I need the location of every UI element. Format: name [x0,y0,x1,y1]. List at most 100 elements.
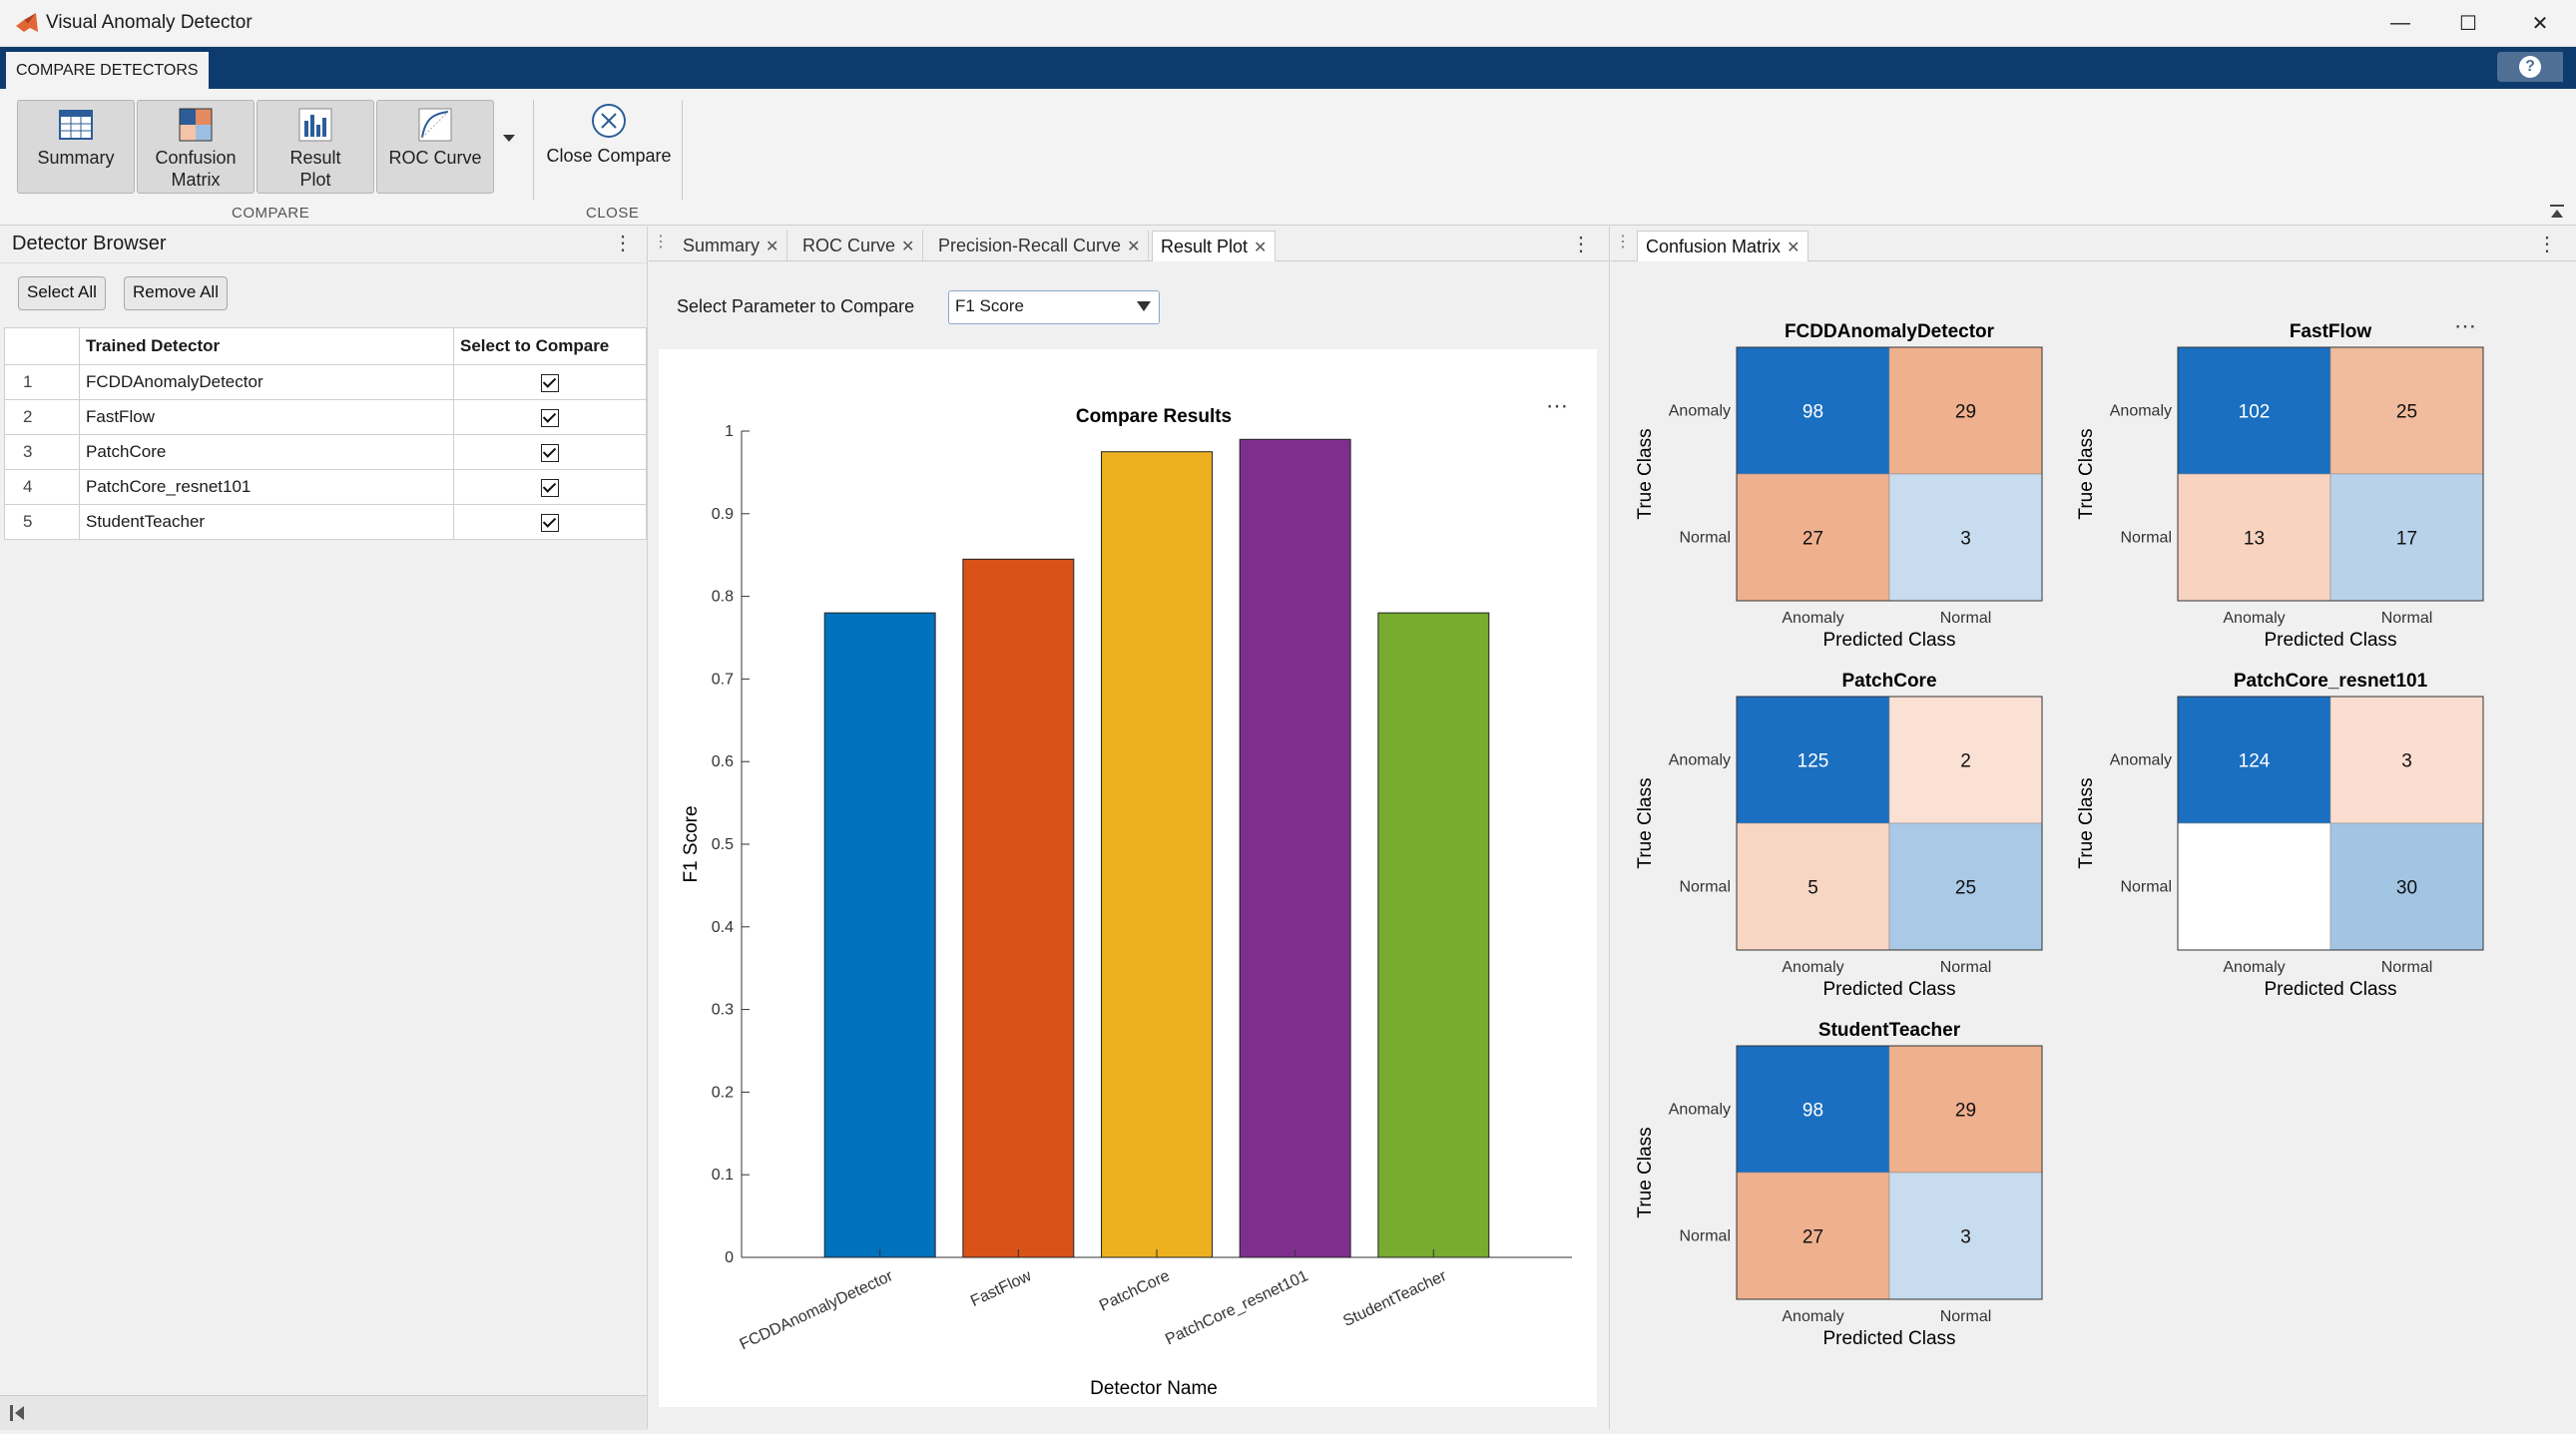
matrix-cell [1736,822,1890,951]
bar[interactable] [823,612,936,1258]
close-tab-icon[interactable]: ✕ [1254,239,1268,256]
close-compare-button[interactable]: Close Compare [539,102,679,167]
roc-curve-button[interactable]: ROC Curve [376,100,494,194]
chevron-down-icon [1137,301,1151,311]
select-checkbox[interactable] [541,373,559,392]
tab-roc-curve[interactable]: ROC Curve ✕ [794,231,924,260]
matrix-x-label: Predicted Class [2264,630,2396,651]
confusion-matrix-icon [179,108,213,142]
row-label: Normal [1679,879,1731,896]
matrix-cell [2177,822,2331,951]
confusion-matrix-button[interactable]: Confusion Matrix [137,100,255,194]
document-tab-bar [1611,227,2576,261]
more-dropdown-icon[interactable] [503,135,515,142]
result-plot-button[interactable]: Result Plot [257,100,374,194]
horizontal-scrollbar[interactable] [0,1395,647,1430]
bar[interactable] [1101,451,1213,1258]
ribbon-tab-compare-detectors[interactable]: COMPARE DETECTORS [6,52,209,89]
column-label: Normal [2381,610,2433,627]
drag-handle-icon[interactable]: ⋮ [653,234,669,250]
select-checkbox-cell [453,399,647,435]
select-checkbox[interactable] [541,443,559,462]
tab-precision-recall-curve[interactable]: Precision-Recall Curve ✕ [930,231,1150,260]
table-row[interactable]: 1 FCDDAnomalyDetector [4,364,647,400]
x-tick-label: PatchCore [1097,1267,1173,1314]
close-tab-icon[interactable]: ✕ [901,239,915,255]
matrix-cell-value: 17 [2396,529,2417,550]
select-checkbox[interactable] [541,478,559,497]
result-plot-area: Compare Results ⋯ Detector Name F1 Score… [659,349,1597,1407]
table-icon [59,110,93,140]
row-label: Normal [2120,879,2172,896]
select-checkbox[interactable] [541,408,559,427]
select-checkbox[interactable] [541,513,559,532]
panel-options-icon[interactable]: ⋮ [613,233,633,254]
collapse-ribbon-icon[interactable] [2548,203,2566,221]
summary-button[interactable]: Summary [17,100,135,194]
detector-name[interactable]: FastFlow [79,399,454,435]
panel-options-icon[interactable]: ⋮ [1571,234,1591,255]
detector-browser-header [0,227,647,263]
bar[interactable] [1239,438,1351,1258]
detector-browser-title: Detector Browser [12,233,167,254]
title-bar [0,0,2576,47]
column-label: Normal [1940,1308,1992,1325]
y-axis-label: F1 Score [681,805,702,882]
matrix-border [2177,346,2484,602]
parameter-label: Select Parameter to Compare [677,296,915,316]
matrix-cell-value: 125 [1798,751,1829,772]
chart-options-icon[interactable]: ⋯ [1546,393,1568,418]
confusion-matrix-grid: FCDDAnomalyDetector 98 29 27 3 Anomaly Normal A… [1635,313,2484,1349]
matrix-title: StudentTeacher [1818,1020,1961,1041]
document-tab-bar [649,227,1609,261]
remove-all-button[interactable]: Remove All [124,276,228,310]
panel-options-icon[interactable]: ⋮ [2537,234,2557,255]
x-tick-label: FCDDAnomalyDetector [738,1267,896,1353]
table-row[interactable]: 5 StudentTeacher [4,504,647,540]
tab-summary[interactable]: Summary ✕ [675,231,788,260]
close-tab-icon[interactable]: ✕ [1787,239,1801,256]
table-row[interactable]: 2 FastFlow [4,399,647,435]
tab-label: ROC Curve [802,236,896,255]
maximize-icon[interactable]: ☐ [2459,12,2477,35]
y-tick-label: 0.1 [712,1167,734,1184]
help-button[interactable]: ? [2497,52,2563,82]
table-header-row: Trained Detector Select to Compare [4,327,647,365]
roc-curve-button-label: ROC Curve [388,148,482,168]
matrix-cell-value: 2 [1960,751,1971,772]
minimize-icon[interactable]: — [2390,11,2410,34]
bar[interactable] [962,558,1075,1258]
matrix-title: FCDDAnomalyDetector [1785,321,1995,342]
close-tab-icon[interactable]: ✕ [1127,239,1141,255]
tab-result-plot[interactable]: Result Plot ✕ [1152,231,1277,261]
column-header-trained-detector: Trained Detector [79,327,454,365]
row-label: Anomaly [1669,752,1731,769]
matrix-border [1736,346,2043,602]
scroll-left-icon[interactable] [15,1406,24,1420]
matlab-logo-icon [16,13,38,32]
drag-handle-icon[interactable]: ⋮ [1615,234,1631,250]
detector-name[interactable]: PatchCore [79,434,454,470]
bar[interactable] [1377,612,1490,1258]
column-label: Normal [2381,959,2433,976]
group-label-close: CLOSE [586,205,640,222]
window-title: Visual Anomaly Detector [46,12,253,33]
table-row[interactable]: 3 PatchCore [4,434,647,470]
row-label: Anomaly [2110,403,2172,420]
matrix-cell [1736,346,1890,475]
matrix-cell-value: 27 [1803,1227,1823,1248]
matrix-border [2177,696,2484,951]
tab-confusion-matrix[interactable]: Confusion Matrix ✕ [1637,231,1809,261]
chart-options-icon[interactable]: ⋯ [2454,313,2476,338]
close-tab-icon[interactable]: ✕ [766,239,779,255]
select-all-button[interactable]: Select All [18,276,106,310]
detector-name[interactable]: PatchCore_resnet101 [79,469,454,505]
matrix-cell [2329,473,2484,602]
parameter-dropdown[interactable]: F1 Score [948,290,1160,324]
table-row[interactable]: 4 PatchCore_resnet101 [4,469,647,505]
detector-name[interactable]: StudentTeacher [79,504,454,540]
close-window-icon[interactable]: ✕ [2531,12,2549,35]
detector-name[interactable]: FCDDAnomalyDetector [79,364,454,400]
parameter-value: F1 Score [955,296,1024,315]
tab-label: Result Plot [1161,237,1249,256]
